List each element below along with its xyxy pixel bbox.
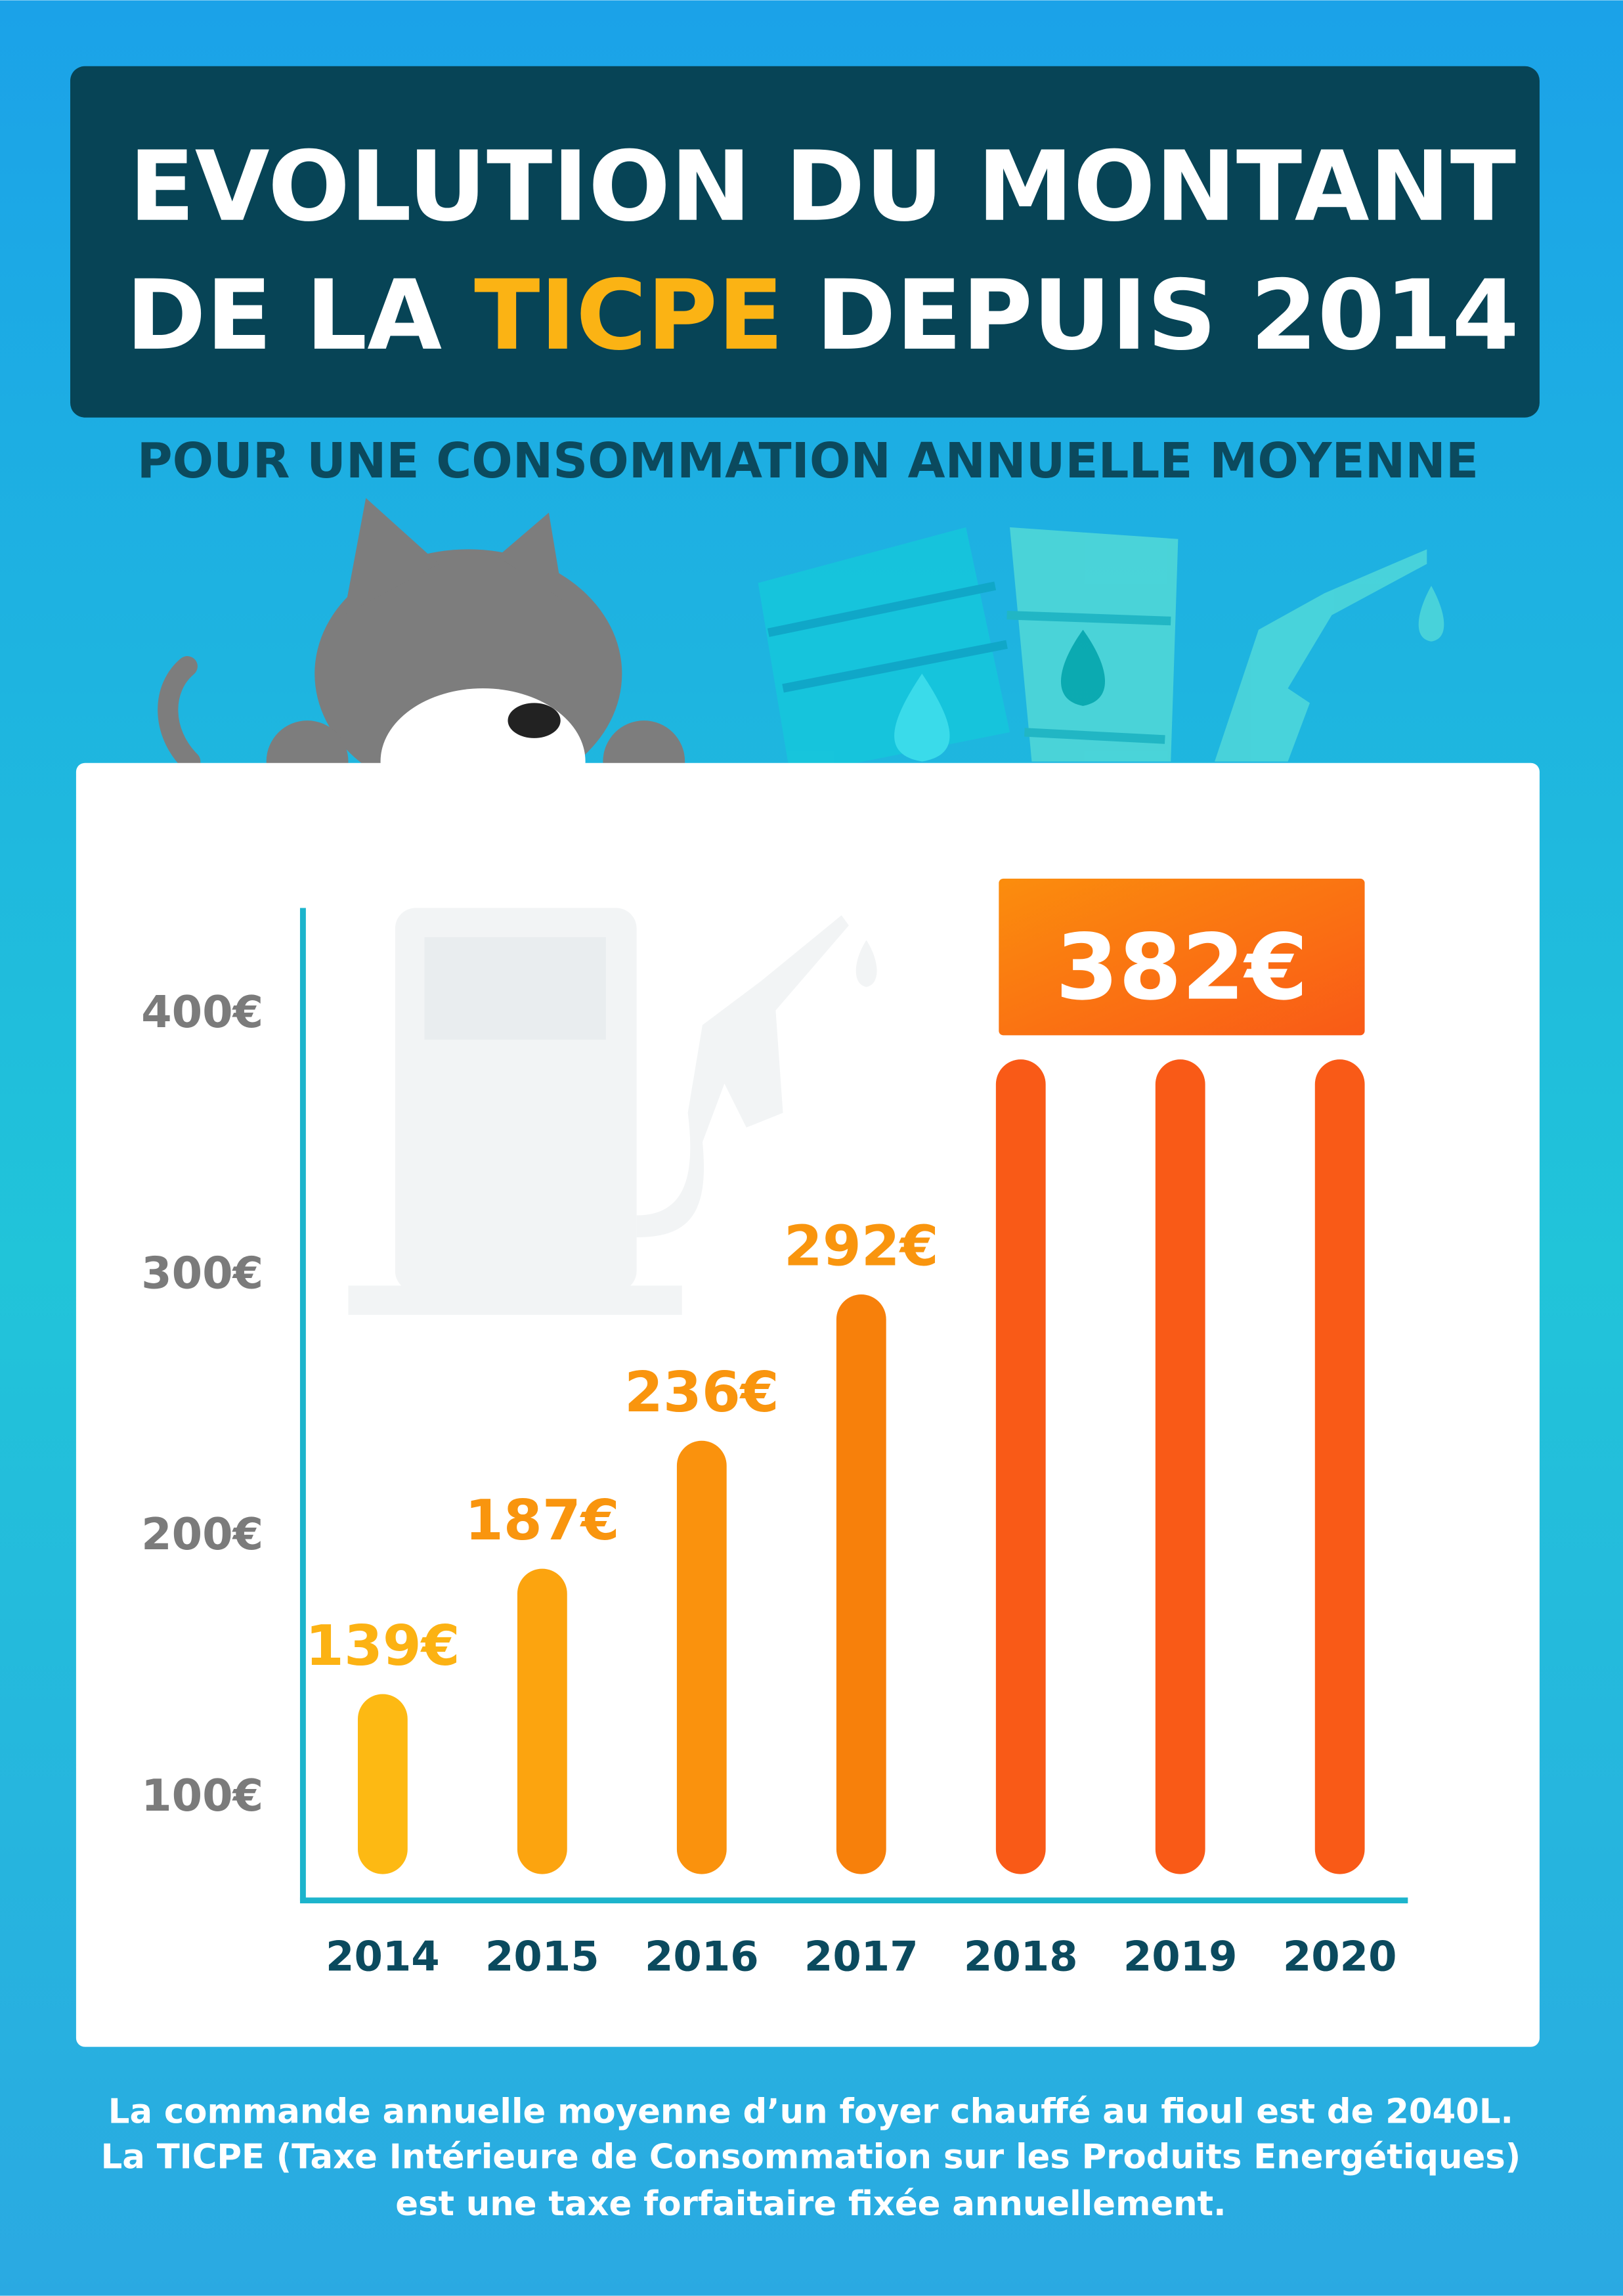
bar: [676, 1440, 727, 1874]
title-part: DE LA: [126, 259, 443, 372]
value-label: 139€: [305, 1613, 460, 1678]
bar: [1155, 1059, 1205, 1874]
decoration-pump: [348, 908, 877, 1315]
y-tick-label: 400€: [141, 986, 263, 1038]
x-tick-label: 2019: [1123, 1933, 1238, 1981]
title-panel: [70, 66, 1540, 418]
x-tick-label: 2016: [645, 1933, 759, 1981]
subtitle: POUR UNE CONSOMMATION ANNUELLE MOYENNE: [137, 433, 1479, 489]
y-tick-label: 100€: [141, 1770, 263, 1821]
bar: [836, 1294, 886, 1874]
x-tick-label: 2014: [326, 1933, 440, 1981]
y-tick-label: 200€: [141, 1509, 263, 1560]
title-part: DEPUIS 2014: [816, 259, 1519, 372]
value-label: 292€: [784, 1213, 939, 1278]
bar: [517, 1568, 567, 1874]
x-tick-label: 2020: [1283, 1933, 1397, 1981]
value-label-box: [999, 878, 1365, 1036]
y-tick-label: 300€: [141, 1248, 263, 1299]
bar: [357, 1694, 408, 1874]
bar: [995, 1059, 1046, 1874]
value-label: 187€: [465, 1488, 620, 1553]
x-tick-label: 2017: [804, 1933, 919, 1981]
bar: [1314, 1059, 1365, 1874]
title-line-2: DE LA TICPE DEPUIS 2014: [126, 259, 1519, 372]
footnote-line: La TICPE (Taxe Intérieure de Consommatio…: [101, 2138, 1521, 2177]
decoration-barrels: [758, 527, 1444, 776]
footnote-line: est une taxe forfaitaire fixée annuellem…: [395, 2184, 1226, 2224]
footnote-line: La commande annuelle moyenne d’un foyer …: [108, 2092, 1513, 2132]
value-label: 236€: [624, 1359, 779, 1424]
value-label: 382€: [1056, 915, 1309, 1021]
title-highlight: TICPE: [474, 259, 783, 372]
title-line-1: EVOLUTION DU MONTANT: [129, 130, 1516, 243]
x-tick-label: 2015: [485, 1933, 599, 1981]
x-tick-label: 2018: [964, 1933, 1078, 1981]
